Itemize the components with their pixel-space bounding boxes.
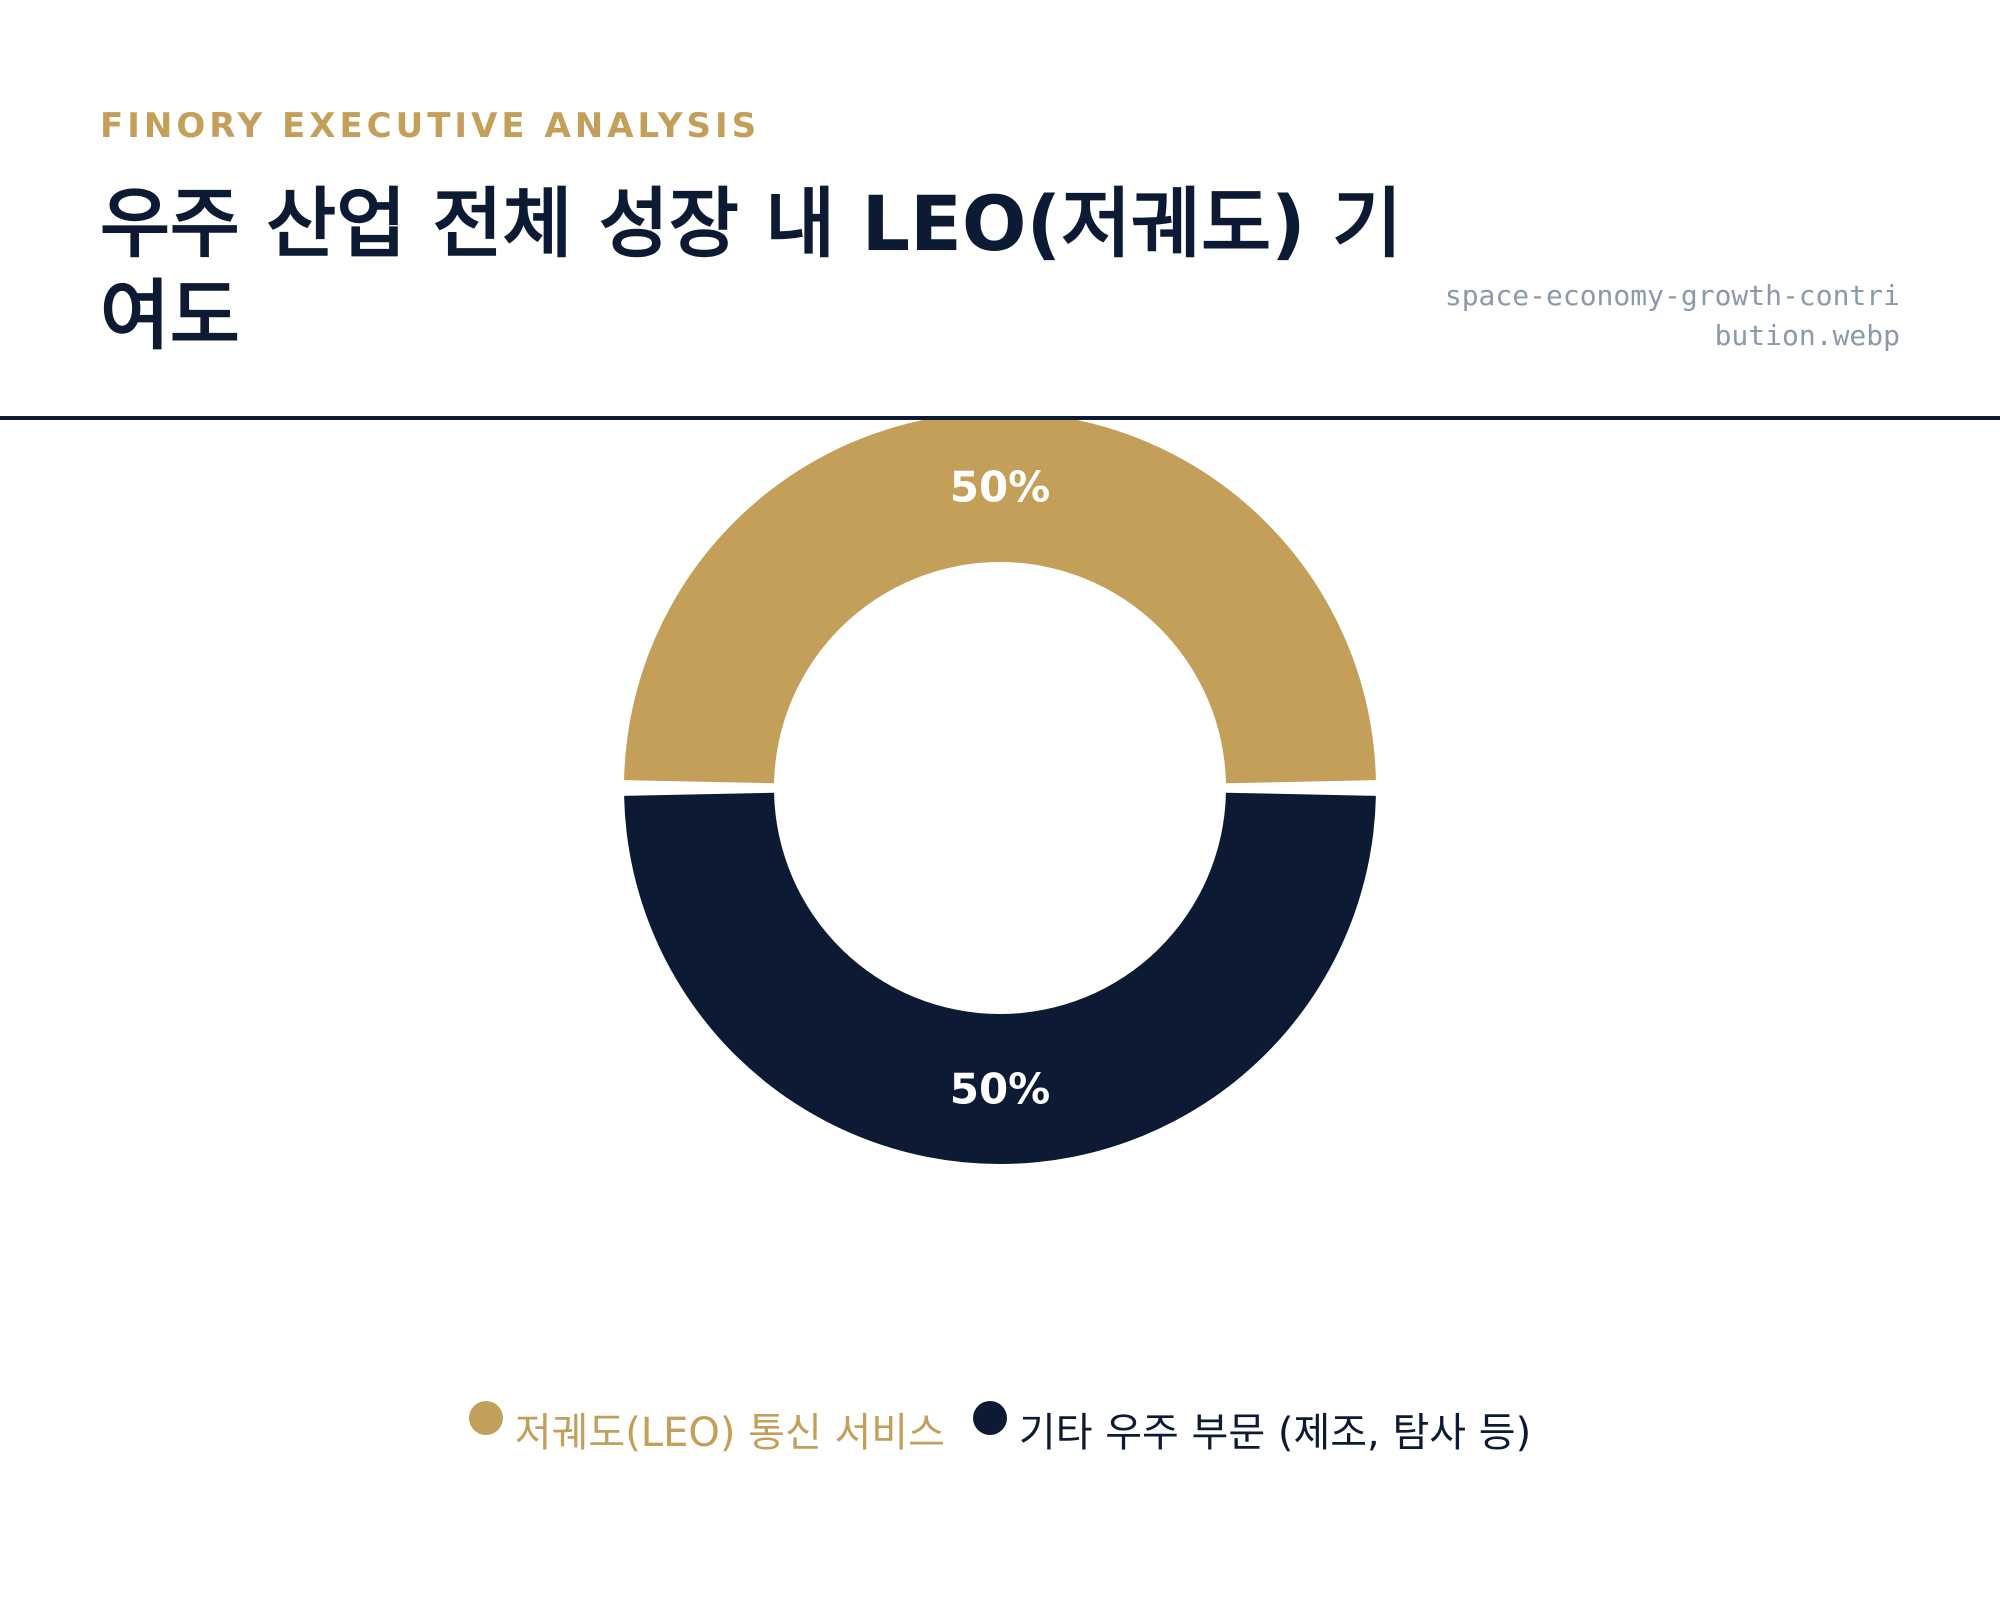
slice-value-label-2: 50% (949, 1064, 1051, 1114)
donut-slice-2 (624, 792, 1376, 1164)
chart-legend: 저궤도(LEO) 통신 서비스 기타 우주 부문 (제조, 탐사 등) (0, 1400, 2000, 1458)
header-divider (0, 416, 2000, 420)
legend-swatch-2 (972, 1401, 1007, 1435)
slice-value-label-1: 50% (949, 462, 1051, 512)
legend-swatch-1 (468, 1401, 503, 1435)
legend-item-2: 기타 우주 부문 (제조, 탐사 등) (972, 1400, 1532, 1458)
header: FINORY EXECUTIVE ANALYSIS 우주 산업 전체 성장 내 … (0, 0, 2000, 420)
donut-chart: 50% 50% 저궤도(LEO) 통신 서비스 기타 우주 부문 (제조, 탐사 등… (0, 420, 2000, 1622)
donut-slice-1 (624, 420, 1376, 784)
legend-item-1: 저궤도(LEO) 통신 서비스 (468, 1400, 945, 1458)
donut-chart-svg (624, 420, 1376, 1164)
file-name: space-economy-growth-contribution.webp (1444, 279, 1900, 352)
page-title: 우주 산업 전체 성장 내 LEO(저궤도) 기여도 (100, 179, 1403, 360)
eyebrow-label: FINORY EXECUTIVE ANALYSIS (100, 106, 761, 146)
legend-label-1: 저궤도(LEO) 통신 서비스 (514, 1410, 945, 1456)
legend-label-2: 기타 우주 부문 (제조, 탐사 등) (1018, 1410, 1532, 1456)
